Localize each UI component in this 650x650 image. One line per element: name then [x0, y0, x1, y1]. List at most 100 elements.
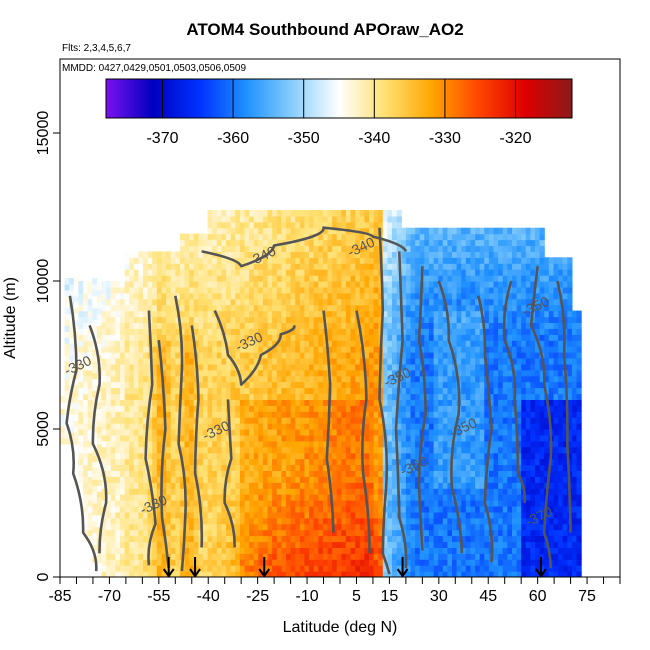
heatmap-cell	[115, 405, 121, 412]
heatmap-cell	[433, 452, 439, 460]
heatmap-cell	[295, 541, 301, 548]
heatmap-cell	[290, 470, 296, 477]
heatmap-cell	[152, 440, 158, 448]
heatmap-cell	[198, 482, 204, 489]
heatmap-cell	[309, 523, 315, 531]
heatmap-cell	[212, 553, 218, 560]
heatmap-cell	[332, 458, 338, 466]
heatmap-cell	[147, 275, 153, 282]
heatmap-cell	[115, 470, 121, 477]
heatmap-cell	[304, 322, 310, 329]
heatmap-cell	[170, 322, 176, 329]
heatmap-cell	[147, 369, 153, 377]
heatmap-cell	[272, 233, 278, 241]
heatmap-cell	[364, 239, 370, 247]
heatmap-cell	[438, 340, 444, 347]
heatmap-cell	[313, 535, 319, 543]
heatmap-cell	[244, 346, 250, 353]
heatmap-cell	[170, 251, 176, 258]
heatmap-cell	[419, 411, 425, 418]
heatmap-cell	[327, 292, 333, 300]
heatmap-cell	[410, 292, 416, 300]
heatmap-cell	[249, 257, 255, 264]
heatmap-cell	[424, 275, 430, 282]
heatmap-cell	[309, 440, 315, 448]
heatmap-cell	[304, 553, 310, 560]
heatmap-cell	[452, 553, 458, 560]
heatmap-cell	[96, 432, 103, 439]
heatmap-cell	[110, 417, 116, 424]
heatmap-cell	[322, 535, 329, 543]
heatmap-cell	[96, 485, 103, 492]
heatmap-cell	[424, 517, 430, 525]
heatmap-cell	[332, 571, 338, 577]
heatmap-cell	[332, 304, 338, 312]
heatmap-cell	[286, 281, 292, 288]
heatmap-cell	[364, 304, 370, 312]
heatmap-cell	[244, 286, 250, 294]
heatmap-cell	[341, 529, 347, 537]
heatmap-cell	[327, 571, 333, 577]
heatmap-cell	[115, 476, 121, 483]
heatmap-cell	[262, 529, 269, 537]
heatmap-cell	[244, 511, 250, 519]
heatmap-cell	[387, 565, 393, 572]
heatmap-cell	[258, 316, 264, 323]
heatmap-cell	[212, 239, 218, 247]
heatmap-cell	[203, 346, 209, 353]
heatmap-cell	[87, 500, 93, 507]
heatmap-cell	[405, 423, 412, 430]
heatmap-cell	[433, 346, 439, 353]
heatmap-cell	[336, 310, 342, 318]
heatmap-cell	[249, 387, 255, 395]
heatmap-cell	[207, 571, 213, 577]
heatmap-cell	[120, 535, 126, 543]
heatmap-cell	[143, 381, 149, 389]
heatmap-cell	[138, 488, 144, 495]
heatmap-cell	[147, 517, 153, 525]
heatmap-cell	[267, 494, 273, 501]
heatmap-cell	[230, 458, 236, 466]
heatmap-cell	[272, 269, 278, 276]
heatmap-cell	[336, 405, 342, 412]
heatmap-cell	[272, 358, 278, 365]
heatmap-cell	[286, 423, 292, 430]
heatmap-cell	[341, 215, 347, 223]
heatmap-cell	[341, 565, 347, 572]
heatmap-cell	[355, 417, 361, 424]
heatmap-cell	[461, 482, 467, 489]
heatmap-cell	[299, 381, 305, 389]
heatmap-cell	[313, 304, 319, 312]
heatmap-cell	[267, 233, 273, 241]
heatmap-cell	[369, 369, 375, 377]
heatmap-cell	[184, 452, 190, 460]
heatmap-cell	[133, 482, 139, 489]
heatmap-cell	[355, 292, 361, 300]
heatmap-cell	[184, 328, 190, 335]
heatmap-cell	[364, 434, 370, 442]
heatmap-cell	[359, 363, 365, 371]
heatmap-cell	[198, 257, 204, 264]
heatmap-cell	[258, 429, 264, 436]
heatmap-cell	[452, 547, 458, 554]
heatmap-cell	[350, 476, 356, 483]
heatmap-cell	[262, 405, 269, 412]
heatmap-cell	[322, 440, 329, 448]
heatmap-cell	[184, 269, 190, 276]
heatmap-cell	[392, 494, 398, 501]
heatmap-cell	[216, 399, 222, 406]
heatmap-cell	[179, 411, 186, 418]
heatmap-cell	[309, 215, 315, 223]
heatmap-cell	[428, 239, 435, 247]
heatmap-cell	[239, 310, 246, 318]
heatmap-cell	[442, 488, 448, 495]
heatmap-cell	[336, 210, 342, 217]
heatmap-area	[60, 210, 582, 577]
heatmap-cell	[392, 346, 398, 353]
heatmap-cell	[179, 446, 186, 454]
heatmap-cell	[456, 440, 462, 448]
heatmap-cell	[428, 358, 435, 365]
heatmap-cell	[456, 458, 462, 466]
heatmap-cell	[295, 511, 301, 519]
heatmap-cell	[262, 352, 269, 359]
